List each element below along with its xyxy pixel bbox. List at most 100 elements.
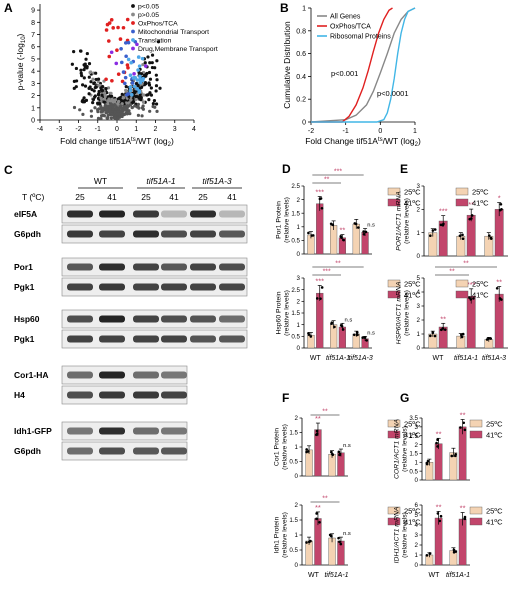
panel-b-legend-label: OxPhos/TCA [330,24,371,31]
significance-mark: ** [496,277,502,286]
bar-ytick-label: 0 [415,562,419,569]
volcano-point [74,66,79,71]
volcano-highlight-point [114,61,119,66]
bar-ytick-label: 1.5 [409,451,418,458]
blot-band [67,283,93,291]
panel-a-legend-marker [131,38,135,42]
blot-label: Hsp60 [14,314,40,324]
volcano-point [120,92,124,96]
comparison-sig: ** [322,409,328,416]
temp-legend-swatch [387,187,401,196]
temp-legend-swatch [455,198,469,207]
panel-a-xtick-label: 1 [134,126,138,133]
bar-xtick-label: WT [433,355,445,362]
replicate-dot [340,324,344,328]
volcano-highlight-point [109,18,114,22]
volcano-point [89,114,94,118]
replicate-dot [333,325,336,329]
volcano-point [94,71,98,75]
replicate-dot [337,450,341,454]
bar-ytick-label: 2 [415,542,419,549]
panel-a-legend-label: Translation [138,38,172,45]
replicate-dot [315,297,319,300]
volcano-point [94,85,98,89]
replicate-dot [352,333,356,337]
blot-band [219,283,245,291]
volcano-point [141,104,145,108]
blot-band [219,230,245,238]
volcano-point [116,102,120,106]
temp-legend-label: 41ºC [486,431,503,440]
replicate-dot [459,426,462,429]
bar-ytick-label: 2 [417,207,421,214]
volcano-point [144,74,148,78]
replicate-dot [498,297,502,300]
blot-band [133,335,159,343]
replicate-dot [436,445,439,448]
panel-a-legend-marker [131,46,135,51]
replicate-dot [489,237,493,240]
panel-b-annot-ribo: p<0.0001 [377,89,409,98]
blot-band [133,283,159,291]
temp-legend-label: 41ºC [486,518,503,527]
blot-band [161,335,187,343]
bar-ylabel: Hsp60 Protein(relative levels) [276,290,291,336]
blot-band [67,263,93,271]
replicate-dot [330,321,334,324]
replicate-dot [468,217,471,221]
blot-band [219,335,245,343]
bar-ylabel-line1: Hsp60 Protein [276,291,283,334]
volcano-highlight-point [119,60,124,65]
panel-a-xtick-label: -2 [75,126,81,133]
volcano-point [74,85,78,89]
volcano-point [100,106,104,110]
blot-band [133,427,159,435]
bar-ytick-label: 0 [417,345,421,352]
volcano-highlight-point [111,26,115,30]
blot-band [190,230,216,238]
blot-band [190,210,216,218]
temp-legend-label: 41ºC [472,199,489,208]
volcano-point [100,109,105,113]
bar-ytick-label: 0 [295,473,299,480]
bar-ytick-label: 1.5 [291,310,300,317]
volcano-highlight-point [136,68,140,72]
volcano-point [72,105,77,110]
volcano-highlight-point [107,39,111,43]
replicate-dot [364,230,368,234]
volcano-highlight-point [138,74,142,79]
volcano-highlight-point [135,87,140,91]
volcano-point [150,53,155,57]
panelD-letter: D [282,162,291,176]
bar-ylabel: COR1/ACT1 mRNA(relative levels) [394,419,409,480]
volcano-highlight-point [126,65,130,70]
bar-ytick-label: 6 [415,502,419,509]
blot-band [99,230,125,238]
volcano-point [91,77,95,81]
bar-ytick-label: 1 [417,230,421,237]
bar-ytick-label: 1 [297,224,301,231]
volcano-point [120,102,124,106]
volcano-highlight-point [140,56,145,61]
panel-a-xtick-label: -3 [56,126,62,133]
volcano-point [146,55,150,59]
panel-b-letter: B [280,1,289,15]
replicate-dot [454,452,457,456]
bar-ylabel-line1: Por1 Protein [276,201,283,239]
volcano-point [96,110,100,114]
bar-xtick-label: tif51A-1 [454,355,478,362]
volcano-point [91,97,96,102]
volcano-point [116,112,121,116]
panel-a-yticks: 0 1 2 3 4 5 6 7 8 9 [31,8,40,125]
volcano-point [153,105,157,109]
volcano-highlight-point [104,77,108,82]
panel-a-legend-label: Mitochondrial Transport [138,29,209,36]
temp-legend-swatch [455,279,469,288]
bar-ytick-label: 1.5 [291,210,300,217]
blot-band [99,283,125,291]
volcano-point [155,78,159,82]
bar-ytick-label: 1 [297,322,301,329]
volcano-point [105,110,109,114]
